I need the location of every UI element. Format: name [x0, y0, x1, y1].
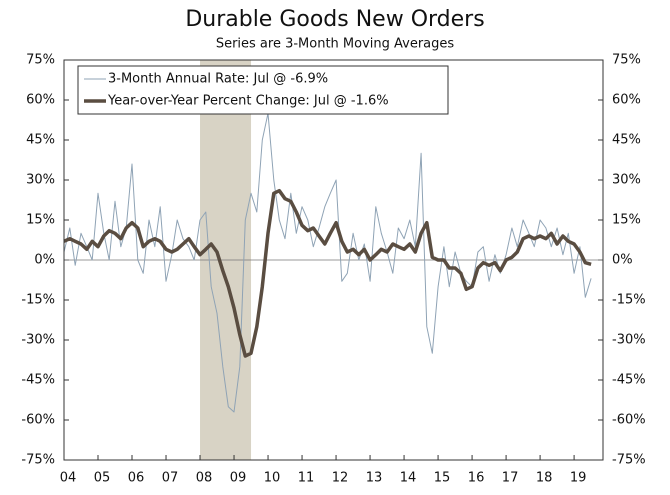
plot-frame: [63, 59, 604, 461]
y2-tick-label: 30%: [612, 173, 641, 188]
y-tick-label: 75%: [26, 53, 55, 68]
x-tick-label: 13: [366, 471, 383, 486]
y2-tick-label: 75%: [612, 53, 641, 68]
x-tick-label: 19: [570, 471, 587, 486]
chart-title: Durable Goods New Orders: [185, 7, 484, 32]
x-tick-label: 17: [502, 471, 519, 486]
x-tick-label: 07: [162, 471, 179, 486]
legend-label: 3-Month Annual Rate: Jul @ -6.9%: [108, 72, 328, 87]
chart-subtitle: Series are 3-Month Moving Averages: [216, 37, 455, 52]
legend-box: [77, 65, 449, 115]
y-tick-label: -15%: [21, 293, 55, 308]
x-tick-label: 12: [332, 471, 349, 486]
y-tick-label: -45%: [21, 373, 55, 388]
y2-tick-label: -15%: [612, 293, 646, 308]
y-tick-label: 30%: [26, 173, 55, 188]
x-tick-label: 04: [60, 471, 77, 486]
y-tick-label: -60%: [21, 413, 55, 428]
legend-label: Year-over-Year Percent Change: Jul @ -1.…: [107, 94, 389, 109]
x-tick-label: 11: [298, 471, 315, 486]
y2-tick-label: 15%: [612, 213, 641, 228]
series-line: [63, 112, 592, 413]
y2-tick-label: 0%: [612, 253, 633, 268]
x-tick-label: 05: [94, 471, 111, 486]
x-tick-label: 08: [196, 471, 213, 486]
y2-tick-label: 60%: [612, 93, 641, 108]
x-tick-label: 06: [128, 471, 145, 486]
y2-tick-label: -60%: [612, 413, 646, 428]
x-tick-label: 10: [264, 471, 281, 486]
y-tick-label: 60%: [26, 93, 55, 108]
y2-tick-label: -30%: [612, 333, 646, 348]
y2-tick-label: -45%: [612, 373, 646, 388]
y-tick-label: -30%: [21, 333, 55, 348]
y2-tick-label: 45%: [612, 133, 641, 148]
x-tick-label: 15: [434, 471, 451, 486]
y-tick-label: -75%: [21, 453, 55, 468]
y2-tick-label: -75%: [612, 453, 646, 468]
y-tick-label: 15%: [26, 213, 55, 228]
y-tick-label: 0%: [34, 253, 55, 268]
x-tick-label: 14: [400, 471, 417, 486]
x-tick-label: 18: [536, 471, 553, 486]
x-tick-label: 16: [468, 471, 485, 486]
series-line: [63, 188, 592, 358]
y-tick-label: 45%: [26, 133, 55, 148]
x-tick-label: 09: [230, 471, 247, 486]
